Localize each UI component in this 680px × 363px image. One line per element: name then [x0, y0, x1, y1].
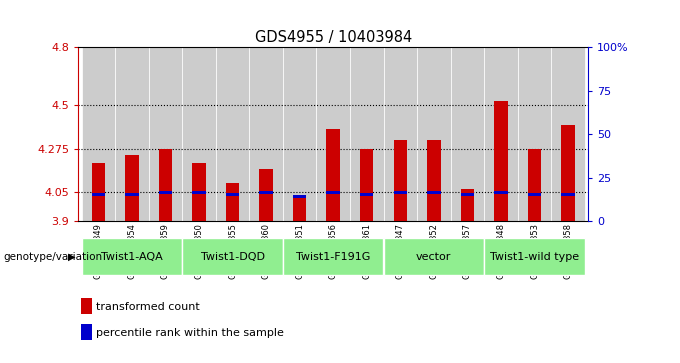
- Bar: [384, 47, 417, 221]
- Bar: [417, 47, 451, 221]
- Bar: [158, 191, 172, 193]
- Bar: [92, 193, 105, 196]
- Bar: [528, 193, 541, 196]
- Text: Twist1-F191G: Twist1-F191G: [296, 252, 371, 262]
- Bar: [427, 140, 441, 221]
- Text: Twist1-DQD: Twist1-DQD: [201, 252, 265, 262]
- Bar: [494, 191, 508, 193]
- Bar: [250, 47, 283, 221]
- Bar: [92, 163, 105, 221]
- Bar: [316, 47, 350, 221]
- Text: genotype/variation: genotype/variation: [3, 252, 103, 262]
- Bar: [192, 163, 205, 221]
- Bar: [551, 47, 585, 221]
- Bar: [158, 149, 172, 221]
- Bar: [484, 47, 517, 221]
- Bar: [293, 198, 307, 221]
- Text: ▶: ▶: [68, 252, 75, 262]
- Bar: [360, 193, 373, 196]
- Bar: [283, 47, 316, 221]
- FancyBboxPatch shape: [182, 238, 283, 275]
- Bar: [81, 298, 92, 314]
- Text: percentile rank within the sample: percentile rank within the sample: [96, 328, 284, 338]
- FancyBboxPatch shape: [283, 238, 384, 275]
- Bar: [182, 47, 216, 221]
- Bar: [451, 47, 484, 221]
- Bar: [350, 47, 384, 221]
- Bar: [293, 195, 307, 197]
- Bar: [528, 149, 541, 221]
- Bar: [360, 149, 373, 221]
- Bar: [326, 129, 340, 221]
- Bar: [517, 47, 551, 221]
- Bar: [259, 191, 273, 193]
- Bar: [82, 47, 115, 221]
- Bar: [149, 47, 182, 221]
- Bar: [461, 193, 474, 196]
- Bar: [192, 191, 205, 193]
- Bar: [226, 193, 239, 196]
- Text: Twist1-wild type: Twist1-wild type: [490, 252, 579, 262]
- Bar: [494, 101, 508, 221]
- FancyBboxPatch shape: [484, 238, 585, 275]
- Bar: [81, 324, 92, 340]
- Bar: [394, 140, 407, 221]
- Text: Twist1-AQA: Twist1-AQA: [101, 252, 163, 262]
- Bar: [216, 47, 250, 221]
- Title: GDS4955 / 10403984: GDS4955 / 10403984: [254, 30, 412, 45]
- Bar: [326, 191, 340, 193]
- FancyBboxPatch shape: [384, 238, 484, 275]
- Bar: [427, 191, 441, 193]
- Bar: [461, 188, 474, 221]
- Bar: [125, 193, 139, 196]
- Bar: [394, 191, 407, 193]
- Bar: [125, 155, 139, 221]
- FancyBboxPatch shape: [82, 238, 182, 275]
- Bar: [115, 47, 149, 221]
- Bar: [562, 125, 575, 221]
- Bar: [562, 193, 575, 196]
- Text: transformed count: transformed count: [96, 302, 200, 312]
- Bar: [259, 169, 273, 221]
- Bar: [226, 183, 239, 221]
- Text: vector: vector: [416, 252, 452, 262]
